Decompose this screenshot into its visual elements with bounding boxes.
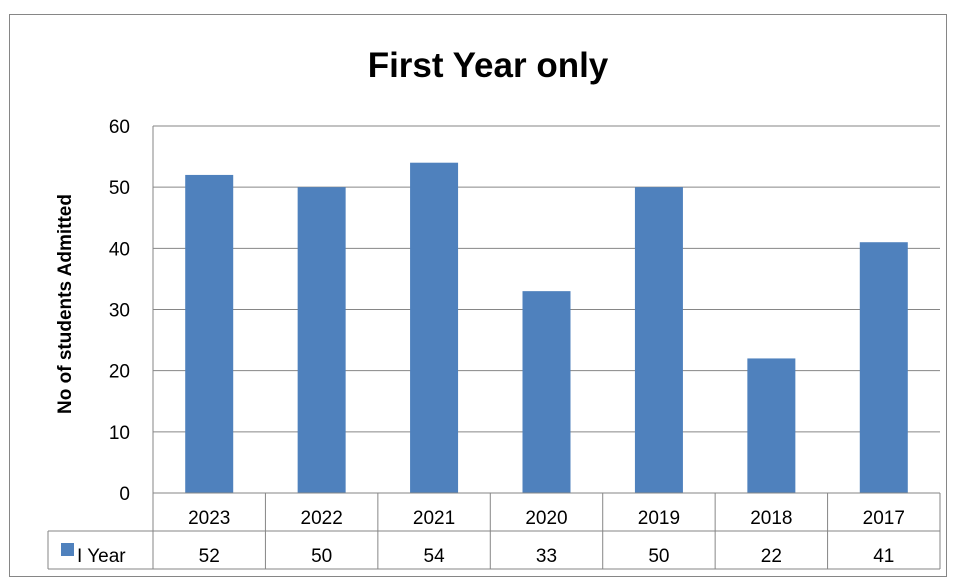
data-table-value: 50 <box>311 546 332 567</box>
x-category-label: 2018 <box>750 508 792 529</box>
chart-title: First Year only <box>368 46 609 85</box>
bar-2023 <box>185 174 234 493</box>
x-category-label: 2017 <box>863 508 905 529</box>
y-tick-label: 10 <box>109 423 130 444</box>
bar-2021 <box>410 162 459 493</box>
bars <box>185 162 908 493</box>
y-tick-label: 60 <box>109 117 130 138</box>
data-table-value: 41 <box>873 546 894 567</box>
bar-2017 <box>859 242 908 493</box>
data-table-value: 50 <box>648 546 669 567</box>
x-category-label: 2021 <box>413 508 455 529</box>
bar-2019 <box>634 187 683 493</box>
x-category-label: 2022 <box>301 508 343 529</box>
y-axis-ticks: 0 10 20 30 40 50 60 <box>109 117 130 505</box>
bar-2022 <box>297 187 346 493</box>
bar-2018 <box>747 358 796 493</box>
legend-swatch <box>61 543 74 556</box>
x-category-label: 2020 <box>525 508 567 529</box>
x-category-label: 2023 <box>188 508 230 529</box>
y-tick-label: 0 <box>119 484 130 505</box>
data-table-value: 33 <box>536 546 557 567</box>
x-category-label: 2019 <box>638 508 680 529</box>
legend-label: I Year <box>77 546 126 567</box>
data-table-value: 22 <box>761 546 782 567</box>
bar-2020 <box>522 291 571 493</box>
data-table: 2023 52 2022 50 2021 54 2020 33 2019 50 2018 22 2017… <box>47 492 941 570</box>
data-table-value: 52 <box>199 546 220 567</box>
y-tick-label: 40 <box>109 239 130 260</box>
data-table-value: 54 <box>424 546 446 567</box>
y-tick-label: 30 <box>109 301 130 322</box>
y-tick-label: 20 <box>109 362 130 383</box>
y-axis-label: No of students Admitted <box>55 194 76 414</box>
y-tick-label: 50 <box>109 178 130 199</box>
